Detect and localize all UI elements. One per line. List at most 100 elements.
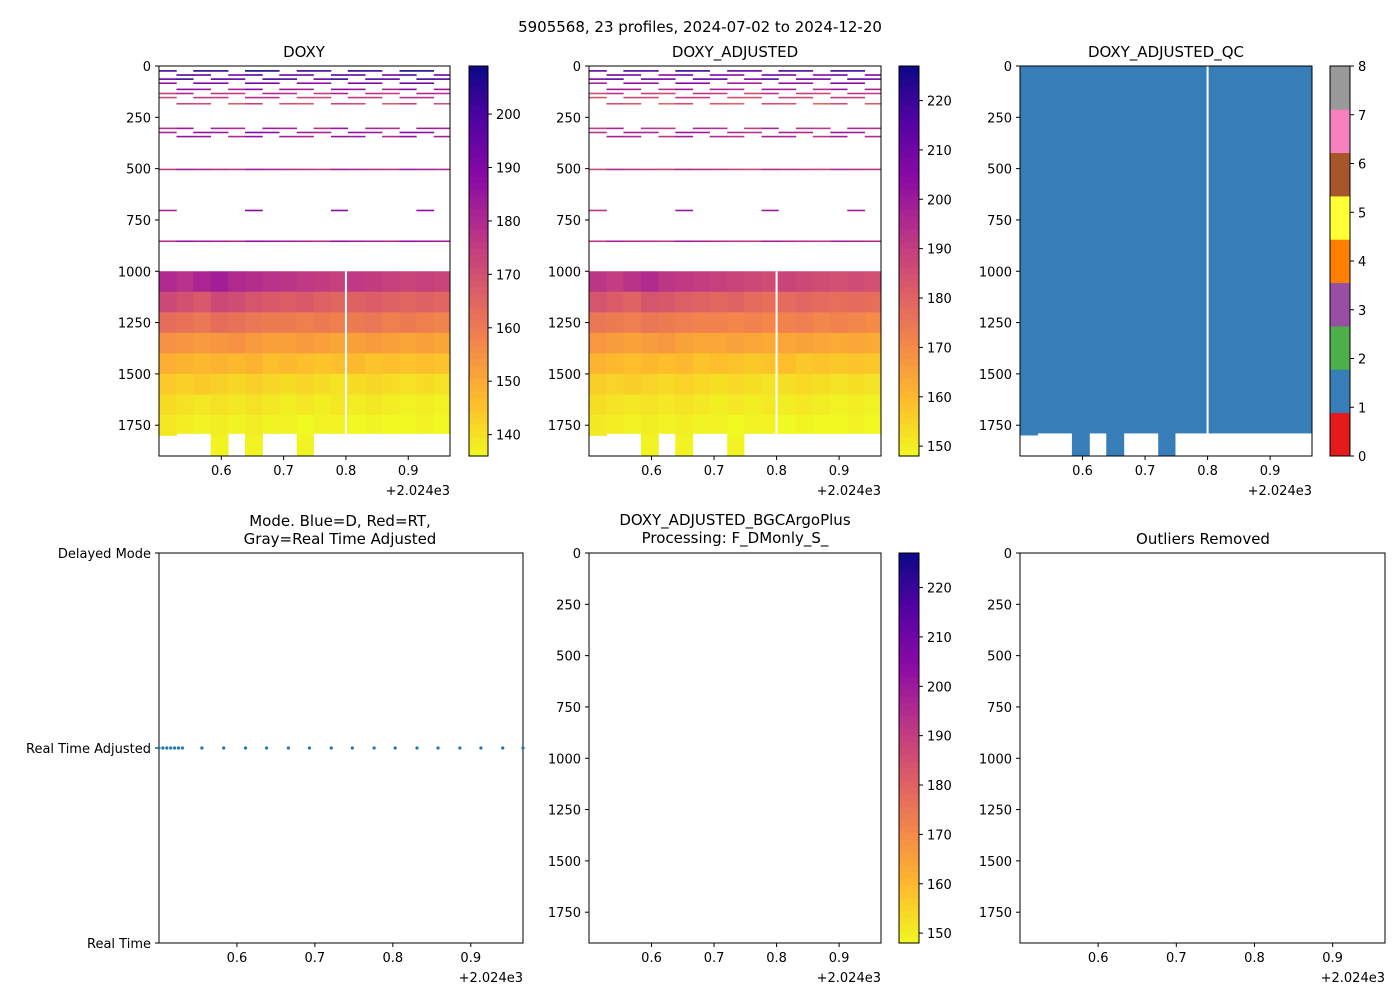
doxy_adjusted-colorbar-segment xyxy=(899,176,919,184)
doxy-heatmap-cell xyxy=(347,414,366,434)
doxy_adjusted-heatmap-line xyxy=(623,88,642,91)
doxy-heatmap-line xyxy=(313,168,332,171)
doxy_adjusted-heatmap-line xyxy=(675,131,694,134)
doxy-heatmap-line xyxy=(159,209,177,212)
doxy-heatmap-line xyxy=(330,127,349,130)
doxy-heatmap-line xyxy=(296,135,314,138)
bgcargoplus-colorbar-tick-label: 200 xyxy=(927,680,952,695)
doxy-heatmap-line xyxy=(399,131,417,134)
doxy_adjusted_qc-x-tick-label: 0.6 xyxy=(1072,464,1093,479)
doxy-heatmap-cell xyxy=(330,271,349,293)
doxy_adjusted-heatmap-line xyxy=(761,102,779,105)
doxy-heatmap-line xyxy=(262,127,280,130)
doxy-heatmap-cell xyxy=(279,271,298,293)
doxy-heatmap-cell xyxy=(382,353,400,375)
doxy-colorbar-segment xyxy=(469,176,488,184)
doxy_adjusted-heatmap-cell xyxy=(847,332,866,354)
doxy_adjusted-heatmap-cell xyxy=(658,353,676,375)
bgcargoplus-colorbar-segment xyxy=(899,592,919,600)
bgcargoplus-title-line-2: Processing: F_DMonly_S_ xyxy=(642,529,829,548)
doxy_adjusted-colorbar-segment xyxy=(899,92,919,100)
doxy-heatmap-line xyxy=(433,135,451,138)
doxy_adjusted-heatmap-cell xyxy=(675,332,694,354)
mode-data-point xyxy=(393,746,397,750)
bgcargoplus-colorbar-segment xyxy=(899,715,919,723)
doxy_adjusted-heatmap-line xyxy=(744,78,762,80)
doxy_adjusted-heatmap-line xyxy=(864,78,882,80)
doxy_adjusted-axes-frame-top xyxy=(588,65,882,457)
doxy_adjusted-heatmap-cell xyxy=(727,435,745,457)
bgcargoplus-colorbar-segment xyxy=(899,637,919,645)
doxy_adjusted-heatmap-line xyxy=(589,70,607,72)
doxy-colorbar-segment xyxy=(469,371,488,379)
doxy_adjusted-heatmap-cell xyxy=(812,373,831,395)
doxy_adjusted-heatmap-cell xyxy=(606,332,624,354)
doxy-heatmap-cell xyxy=(244,394,263,416)
doxy-heatmap-cell xyxy=(330,332,349,354)
doxy_adjusted_qc-x-tick-label: 0.9 xyxy=(1260,464,1281,479)
doxy_adjusted-heatmap-cell xyxy=(847,394,866,416)
doxy_adjusted-heatmap-cell xyxy=(709,271,728,293)
doxy_adjusted-x-tick-label: 0.8 xyxy=(766,464,787,479)
doxy-colorbar-segment xyxy=(469,397,488,405)
doxy_adjusted-heatmap-cell xyxy=(589,353,607,375)
doxy_adjusted-heatmap-cell xyxy=(623,291,642,313)
bgcargoplus-x-tick-label: 0.7 xyxy=(704,951,725,966)
doxy_adjusted-heatmap-line xyxy=(606,92,624,95)
doxy_adjusted-heatmap-line xyxy=(761,168,779,171)
doxy_adjusted-heatmap-line xyxy=(606,135,624,138)
doxy_adjusted-heatmap-line xyxy=(675,135,694,138)
doxy_adjusted-heatmap-cell xyxy=(675,435,694,457)
doxy-heatmap-line xyxy=(330,240,349,243)
bgcargoplus-colorbar-segment xyxy=(899,793,919,801)
doxy_adjusted-heatmap-line xyxy=(727,96,745,99)
doxy-heatmap-cell xyxy=(330,394,349,416)
doxy-heatmap-line xyxy=(313,82,332,85)
doxy-heatmap-cell xyxy=(365,271,383,293)
doxy_adjusted-colorbar-segment xyxy=(899,66,919,74)
doxy_adjusted-heatmap-cell xyxy=(640,312,659,334)
doxy-heatmap-cell xyxy=(159,414,177,436)
outliers-x-tick-label: 0.7 xyxy=(1166,951,1187,966)
doxy_adjusted-heatmap-line xyxy=(830,82,848,85)
mode-axes-frame xyxy=(158,552,524,944)
doxy-heatmap-line xyxy=(228,92,246,95)
doxy_adjusted-heatmap-cell xyxy=(709,353,728,375)
mode-data-point xyxy=(264,746,269,750)
doxy-heatmap-cell xyxy=(399,312,417,334)
doxy_adjusted-heatmap-line xyxy=(864,168,882,171)
doxy-heatmap-line xyxy=(347,131,366,134)
bgcargoplus-colorbar-segment xyxy=(899,663,919,671)
doxy_adjusted-y-tick-label: 250 xyxy=(556,111,581,126)
doxy_adjusted-heatmap-cell xyxy=(658,312,676,334)
doxy-heatmap-cell xyxy=(347,373,366,395)
doxy_adjusted-heatmap-line xyxy=(606,168,624,171)
doxy-heatmap-line xyxy=(296,240,314,243)
doxy-heatmap-cell xyxy=(193,332,212,354)
doxy_adjusted-heatmap-cell xyxy=(830,291,848,313)
doxy_adjusted_qc-y-tick-label: 250 xyxy=(987,111,1012,126)
doxy-heatmap-line xyxy=(330,78,349,80)
doxy-heatmap-line xyxy=(228,102,246,105)
doxy-heatmap-cell xyxy=(347,291,366,313)
doxy-heatmap-cell xyxy=(176,271,194,293)
doxy_adjusted-heatmap-line xyxy=(623,102,642,105)
doxy-heatmap-cell xyxy=(330,291,349,313)
doxy_adjusted-heatmap-line xyxy=(675,88,694,91)
doxy_adjusted-gap-line xyxy=(775,271,778,436)
doxy-heatmap-cell xyxy=(382,312,400,334)
doxy_adjusted-heatmap-cell xyxy=(692,271,711,293)
doxy-heatmap-cell xyxy=(399,291,417,313)
doxy_adjusted-heatmap-cell xyxy=(864,394,882,416)
bgcargoplus-colorbar-tick-label: 220 xyxy=(927,582,952,597)
doxy-heatmap-line xyxy=(279,102,298,105)
doxy_adjusted-heatmap-cell xyxy=(623,353,642,375)
doxy_adjusted-heatmap-line xyxy=(623,70,642,72)
bgcargoplus-y-tick-label: 1000 xyxy=(548,752,581,767)
doxy-heatmap-cell xyxy=(365,394,383,416)
doxy_adjusted-colorbar-segment xyxy=(899,384,919,392)
doxy_adjusted-heatmap-line xyxy=(709,88,728,91)
doxy_adjusted-colorbar-segment xyxy=(899,163,919,171)
doxy_adjusted-colorbar-segment xyxy=(899,261,919,269)
doxy_adjusted_qc-qc-cell xyxy=(1106,66,1125,456)
